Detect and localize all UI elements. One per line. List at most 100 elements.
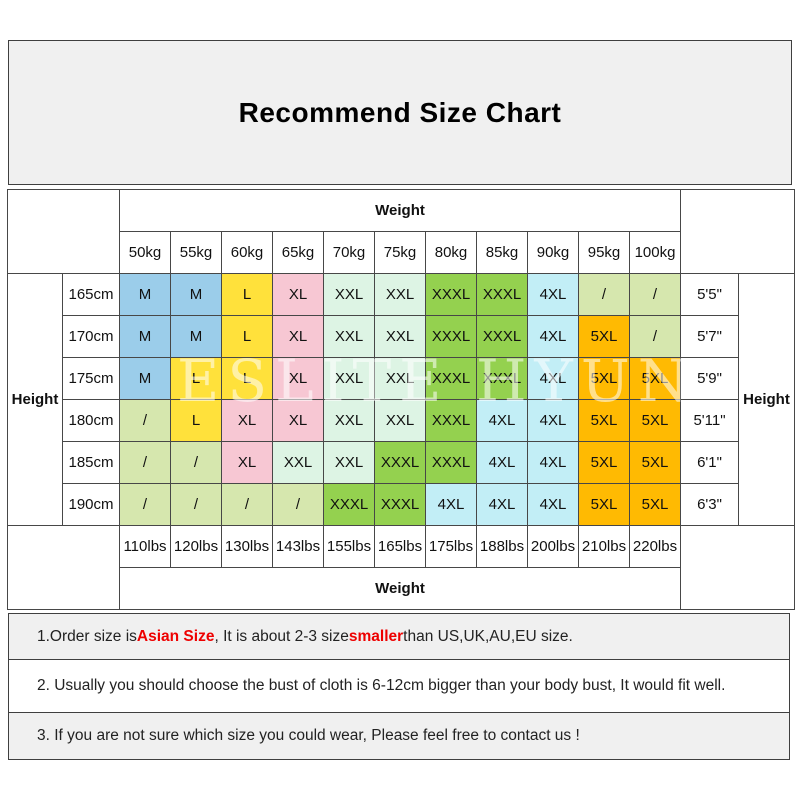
size-cell: 5XL [578,483,630,526]
size-cell: 4XL [527,315,579,358]
height-label-right: Height [738,273,796,526]
size-cell: / [170,441,222,484]
note-red-text: Asian Size [136,627,215,645]
size-cell: 4XL [527,441,579,484]
lbs-header-cell: 165lbs [374,525,426,568]
size-cell: 5XL [628,441,682,484]
size-cell: M [170,273,222,316]
size-cell: L [221,273,273,316]
kg-header-cell: 75kg [374,231,426,274]
note-plain-text: , It is about 2-3 size [214,627,349,645]
size-cell: 5XL [578,441,630,484]
ft-label-cell: 6'1" [680,441,740,484]
corner-top-right [680,189,796,274]
size-cell: 5XL [578,315,630,358]
ft-label-cell: 5'5" [680,273,740,316]
lbs-header-cell: 220lbs [628,525,682,568]
size-cell: XXL [272,441,324,484]
kg-header-cell: 90kg [527,231,579,274]
size-cell: / [170,483,222,526]
size-cell: 4XL [425,483,477,526]
size-cell: 5XL [628,399,682,442]
kg-header-cell: 60kg [221,231,273,274]
note-row: 3. If you are not sure which size you co… [8,712,790,760]
size-cell: XXXL [425,357,477,400]
size-cell: XXL [323,441,375,484]
size-cell: XXL [323,315,375,358]
size-cell: / [119,483,171,526]
size-cell: XXL [323,357,375,400]
note-row: 2. Usually you should choose the bust of… [8,659,790,713]
ft-label-cell: 6'3" [680,483,740,526]
lbs-header-cell: 130lbs [221,525,273,568]
size-cell: 4XL [527,399,579,442]
lbs-header-cell: 200lbs [527,525,579,568]
size-cell: 4XL [476,483,528,526]
lbs-header-cell: 120lbs [170,525,222,568]
size-cell: XXXL [425,399,477,442]
size-cell: XXL [374,399,426,442]
size-cell: XXXL [476,315,528,358]
kg-header-cell: 70kg [323,231,375,274]
kg-header-cell: 50kg [119,231,171,274]
size-cell: XXXL [374,441,426,484]
size-cell: / [119,441,171,484]
size-cell: XL [272,273,324,316]
lbs-header-cell: 110lbs [119,525,171,568]
size-cell: / [628,273,682,316]
ft-label-cell: 5'11" [680,399,740,442]
size-cell: 4XL [527,273,579,316]
cm-label-cell: 185cm [62,441,120,484]
weight-header-top: Weight [118,189,682,232]
note-plain-text: 1.Order size is [37,627,137,645]
note-red-text: smaller [348,627,404,645]
size-cell: XXXL [374,483,426,526]
size-cell: 5XL [628,483,682,526]
size-cell: 5XL [628,357,682,400]
kg-header-cell: 95kg [578,231,630,274]
size-cell: 4XL [527,483,579,526]
cm-label-cell: 175cm [62,357,120,400]
size-cell: 5XL [578,399,630,442]
size-cell: / [119,399,171,442]
size-cell: M [119,357,171,400]
size-cell: 4XL [527,357,579,400]
lbs-header-cell: 188lbs [476,525,528,568]
size-cell: L [221,315,273,358]
size-cell: XXXL [425,273,477,316]
note-row: 1.Order size is Asian Size, It is about … [8,613,790,660]
kg-header-cell: 100kg [628,231,682,274]
cm-label-cell: 170cm [62,315,120,358]
height-label-left: Height [7,273,63,526]
kg-header-cell: 85kg [476,231,528,274]
size-cell: / [272,483,324,526]
size-table-body: Weight 50kg 55kg 60kg 65kg 70kg 75kg 80kg 85kg 90… [7,189,796,610]
size-cell: XXXL [476,357,528,400]
note-plain-text: 3. If you are not sure which size you co… [37,727,580,744]
ft-label-cell: 5'7" [680,315,740,358]
size-table-area: Weight 50kg 55kg 60kg 65kg 70kg 75kg 80kg 85kg 90… [7,189,796,610]
ft-label-cell: 5'9" [680,357,740,400]
lbs-header-cell: 175lbs [425,525,477,568]
weight-header-bottom: Weight [118,567,682,610]
cm-label-cell: 190cm [62,483,120,526]
size-cell: XL [272,357,324,400]
size-cell: M [119,273,171,316]
size-cell: / [578,273,630,316]
size-cell: XXXL [476,273,528,316]
note-plain-text: than US,UK,AU,EU size. [403,627,573,645]
size-cell: XXL [374,315,426,358]
size-cell: XXL [323,399,375,442]
size-cell: 5XL [578,357,630,400]
page-title: Recommend Size Chart [238,96,562,128]
size-cell: XXL [323,273,375,316]
corner-bottom-left [7,525,120,610]
note-plain-text: 2. Usually you should choose the bust of… [37,677,726,694]
lbs-header-cell: 155lbs [323,525,375,568]
corner-bottom-right [680,525,796,610]
corner-top-left [7,189,120,274]
size-table: Weight 50kg 55kg 60kg 65kg 70kg 75kg 80kg 85kg 90… [7,189,796,610]
size-cell: XXXL [323,483,375,526]
size-cell: / [628,315,682,358]
